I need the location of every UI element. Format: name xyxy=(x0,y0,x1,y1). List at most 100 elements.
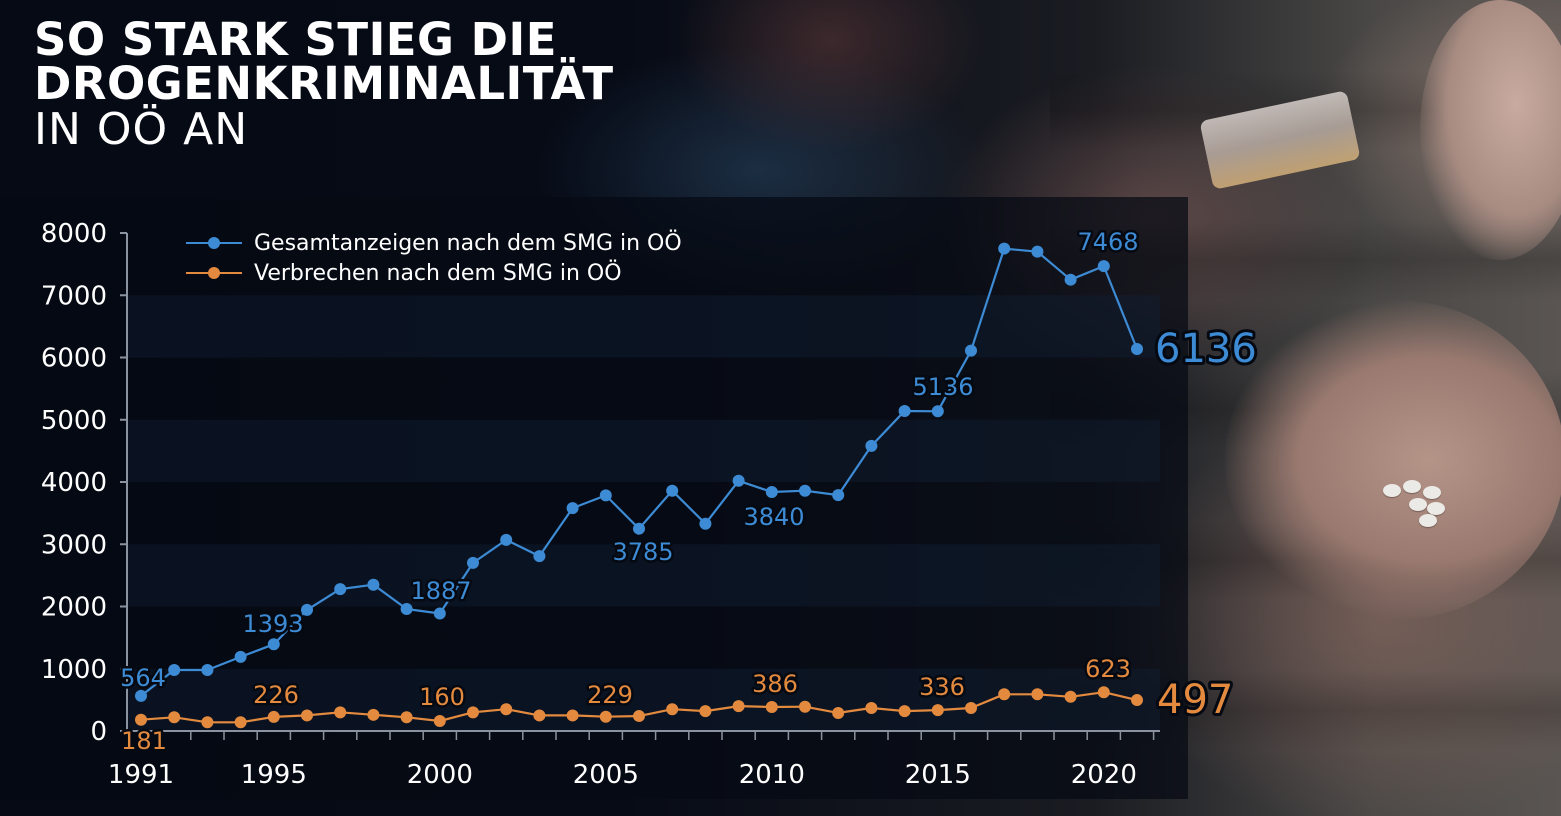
data-point-marker xyxy=(732,700,745,713)
y-tick-label: 6000 xyxy=(41,344,107,374)
data-point-marker xyxy=(898,705,911,718)
data-point-marker xyxy=(1064,690,1077,703)
data-point-marker xyxy=(500,533,513,546)
x-tick-label: 1991 xyxy=(108,760,174,790)
data-label: 3840 xyxy=(743,503,804,531)
data-point-marker xyxy=(998,242,1011,255)
grid-bands xyxy=(127,295,1160,731)
data-point-marker xyxy=(467,706,479,719)
data-point-marker xyxy=(633,710,645,723)
data-point-marker xyxy=(533,709,546,722)
y-tick-label: 3000 xyxy=(41,530,107,560)
data-point-marker xyxy=(367,708,380,721)
data-point-marker xyxy=(566,502,579,515)
x-tick-label: 2005 xyxy=(573,760,639,790)
data-label: 386 xyxy=(752,670,798,698)
chart-legend: Gesamtanzeigen nach dem SMG in OÖ Verbre… xyxy=(186,228,682,288)
data-point-marker xyxy=(931,405,944,418)
y-tick-label: 7000 xyxy=(41,281,107,311)
data-point-marker xyxy=(135,713,147,726)
data-point-marker xyxy=(865,439,878,452)
data-point-marker xyxy=(301,709,313,722)
data-point-marker xyxy=(699,705,712,718)
data-point-marker xyxy=(267,710,280,723)
grid-band xyxy=(127,419,1160,482)
data-point-marker xyxy=(666,484,679,497)
data-point-marker xyxy=(467,556,479,569)
y-tick-label: 0 xyxy=(90,717,107,747)
data-point-marker xyxy=(533,550,546,563)
y-tick-label: 1000 xyxy=(41,655,107,685)
data-point-marker xyxy=(599,489,612,502)
y-tick-label: 5000 xyxy=(41,406,107,436)
data-point-marker xyxy=(135,689,147,702)
x-tick-label: 2010 xyxy=(739,760,805,790)
data-point-marker xyxy=(367,578,380,591)
pill xyxy=(1383,484,1401,497)
data-point-marker xyxy=(666,703,679,716)
data-point-marker xyxy=(1097,686,1110,699)
pills-image xyxy=(1375,470,1465,540)
data-label: 181 xyxy=(121,727,167,755)
hand-image-palm xyxy=(1225,300,1561,620)
data-point-marker xyxy=(400,711,413,724)
data-point-marker xyxy=(334,706,347,719)
chart-series xyxy=(135,242,1143,729)
data-point-marker xyxy=(500,703,513,716)
data-point-marker xyxy=(168,663,181,676)
data-point-marker xyxy=(633,522,645,535)
pill xyxy=(1423,486,1441,499)
legend-label: Gesamtanzeigen nach dem SMG in OÖ xyxy=(254,230,682,256)
data-point-marker xyxy=(765,700,778,713)
page-title: SO STARK STIEG DIE DROGENKRIMINALITÄT IN… xyxy=(34,17,614,155)
x-tick-label: 2000 xyxy=(407,760,473,790)
data-label: 623 xyxy=(1085,655,1131,683)
data-point-marker xyxy=(865,701,878,714)
data-point-marker xyxy=(799,700,811,713)
data-point-marker xyxy=(1031,688,1044,701)
legend-item-verbrechen: Verbrechen nach dem SMG in OÖ xyxy=(186,258,682,288)
data-label: 229 xyxy=(587,681,633,709)
data-point-marker xyxy=(832,706,845,719)
data-point-marker xyxy=(832,489,845,502)
legend-line-marker-icon xyxy=(186,236,242,250)
data-label: 497 xyxy=(1157,677,1233,723)
data-label: 6136 xyxy=(1155,326,1257,372)
data-point-marker xyxy=(267,638,280,651)
data-point-marker xyxy=(566,709,579,722)
data-labels: 564 1393 1887 3785 3840 5136 7468 6136 181 226 160… xyxy=(118,226,1260,758)
chart-panel xyxy=(0,197,1188,799)
pill xyxy=(1403,480,1421,493)
grid-band xyxy=(127,295,1160,358)
data-point-marker xyxy=(1064,273,1077,286)
data-label: 3785 xyxy=(612,538,673,566)
y-tick-label: 8000 xyxy=(41,219,107,249)
data-label: 336 xyxy=(919,673,965,701)
legend-line-marker-icon xyxy=(186,266,242,280)
data-point-marker xyxy=(799,484,811,497)
legend-label: Verbrechen nach dem SMG in OÖ xyxy=(254,260,622,286)
data-point-marker xyxy=(234,650,247,663)
data-point-marker xyxy=(301,603,313,616)
data-point-marker xyxy=(201,663,214,676)
data-label: 564 xyxy=(120,664,166,692)
y-tick-label: 4000 xyxy=(41,468,107,498)
data-point-marker xyxy=(965,344,977,357)
data-point-marker xyxy=(732,474,745,487)
data-point-marker xyxy=(898,405,911,418)
data-point-marker xyxy=(599,710,612,723)
data-label: 160 xyxy=(419,683,465,711)
pill xyxy=(1427,502,1445,515)
data-label: 1393 xyxy=(242,610,303,638)
data-point-marker xyxy=(334,583,347,596)
pill xyxy=(1419,514,1437,527)
title-line-3: IN OÖ AN xyxy=(34,104,249,155)
x-tick-label: 2015 xyxy=(905,760,971,790)
title-line-2: DROGENKRIMINALITÄT xyxy=(34,57,614,110)
grid-band xyxy=(127,544,1160,607)
data-point-marker xyxy=(1131,694,1143,707)
data-label: 226 xyxy=(253,681,299,709)
data-point-marker xyxy=(1097,260,1110,273)
data-point-marker xyxy=(234,716,247,729)
